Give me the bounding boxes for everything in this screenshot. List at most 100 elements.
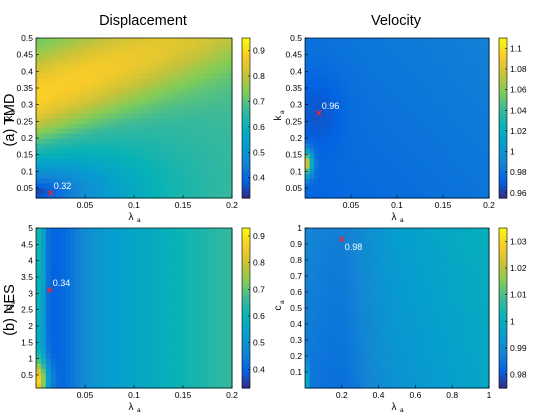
heatmap-cell <box>94 148 101 154</box>
heatmap-cell <box>360 168 366 174</box>
heatmap-cell <box>309 243 315 249</box>
heatmap-cell <box>406 273 412 279</box>
heatmap-cell <box>207 308 213 314</box>
heatmap-cell <box>392 178 398 184</box>
heatmap-cell <box>45 108 52 114</box>
heatmap-cell <box>470 168 476 174</box>
colorbar-segment <box>242 42 250 47</box>
heatmap-cell <box>40 328 47 334</box>
heatmap-cell <box>138 43 145 49</box>
heatmap-cell <box>420 298 426 304</box>
heatmap-cell <box>341 363 347 369</box>
heatmap-cell <box>114 308 120 314</box>
heatmap-cell <box>305 298 311 304</box>
colorbar-tick-label: 0.98 <box>510 167 527 177</box>
heatmap-cell <box>475 113 481 119</box>
heatmap-cell <box>387 333 393 339</box>
heatmap-cell <box>65 233 71 239</box>
heatmap-cell <box>374 328 380 334</box>
heatmap-cell <box>129 78 135 84</box>
heatmap-cell <box>470 38 476 44</box>
heatmap-cell <box>443 158 449 164</box>
heatmap-cell <box>309 228 315 234</box>
heatmap-cell <box>50 363 57 369</box>
heatmap-cell <box>341 273 347 279</box>
heatmap-cell <box>207 123 213 129</box>
heatmap-cell <box>85 78 91 84</box>
heatmap-cell <box>438 108 444 114</box>
heatmap-cell <box>401 258 407 264</box>
heatmap-cell <box>212 73 218 79</box>
heatmap-cell <box>475 133 481 139</box>
heatmap-cell <box>55 373 62 379</box>
heatmap-cell <box>158 293 164 299</box>
colorbar-segment <box>242 300 250 305</box>
heatmap-cell <box>466 138 472 144</box>
heatmap-cell <box>392 58 398 64</box>
heatmap-cell <box>89 163 96 169</box>
heatmap-cell <box>328 83 334 89</box>
heatmap-cell <box>447 138 453 144</box>
heatmap-cell <box>163 318 169 324</box>
heatmap-cell <box>109 163 115 169</box>
heatmap-cell <box>222 133 228 139</box>
heatmap-cell <box>153 368 160 374</box>
colorbar-segment <box>499 150 507 155</box>
heatmap-cell <box>94 298 101 304</box>
heatmap-cell <box>323 58 329 64</box>
heatmap-cell <box>202 158 209 164</box>
colorbar-segment <box>242 102 250 107</box>
heatmap-cell <box>109 43 115 49</box>
heatmap-cell <box>85 88 91 94</box>
heatmap-cell <box>387 343 393 349</box>
heatmap-cell <box>55 283 62 289</box>
heatmap-cell <box>227 178 233 184</box>
heatmap-cell <box>479 128 485 134</box>
heatmap-cell <box>183 153 189 159</box>
heatmap-cell <box>337 233 343 239</box>
heatmap-cell <box>222 158 228 164</box>
heatmap-cell <box>332 88 338 94</box>
heatmap-cell <box>134 328 140 334</box>
heatmap-cell <box>355 278 361 284</box>
heatmap-cell <box>217 248 223 254</box>
heatmap-cell <box>45 138 52 144</box>
heatmap-cell <box>197 163 204 169</box>
heatmap-cell <box>153 258 160 264</box>
heatmap-cell <box>85 53 91 59</box>
heatmap-cell <box>410 368 416 374</box>
heatmap-cell <box>309 303 315 309</box>
heatmap-cell <box>70 273 76 279</box>
heatmap-cell <box>178 358 184 364</box>
heatmap-cell <box>75 293 81 299</box>
heatmap-cell <box>212 98 218 104</box>
heatmap-cell <box>314 233 320 239</box>
heatmap-cell <box>60 373 66 379</box>
heatmap-cell <box>217 383 223 389</box>
heatmap-cell <box>217 163 223 169</box>
heatmap-cell <box>94 288 101 294</box>
colorbar-segment <box>499 182 507 187</box>
heatmap-cell <box>401 308 407 314</box>
heatmap-cell <box>148 343 155 349</box>
heatmap-cell <box>158 143 164 149</box>
heatmap-cell <box>328 328 334 334</box>
heatmap-cell <box>456 153 462 159</box>
heatmap-cell <box>70 88 76 94</box>
heatmap-cell <box>36 178 42 184</box>
heatmap-cell <box>410 378 416 384</box>
heatmap-cell <box>318 338 324 344</box>
heatmap-cell <box>401 43 407 49</box>
heatmap-cell <box>70 48 76 54</box>
heatmap-cell <box>415 363 421 369</box>
heatmap-cell <box>470 153 476 159</box>
heatmap-cell <box>305 133 311 139</box>
heatmap-cell <box>222 173 228 179</box>
heatmap-cell <box>70 143 76 149</box>
heatmap-cell <box>429 168 435 174</box>
heatmap-cell <box>318 258 324 264</box>
heatmap-cell <box>401 358 407 364</box>
heatmap-cell <box>447 128 453 134</box>
heatmap-cell <box>36 288 42 294</box>
heatmap-cell <box>424 233 430 239</box>
